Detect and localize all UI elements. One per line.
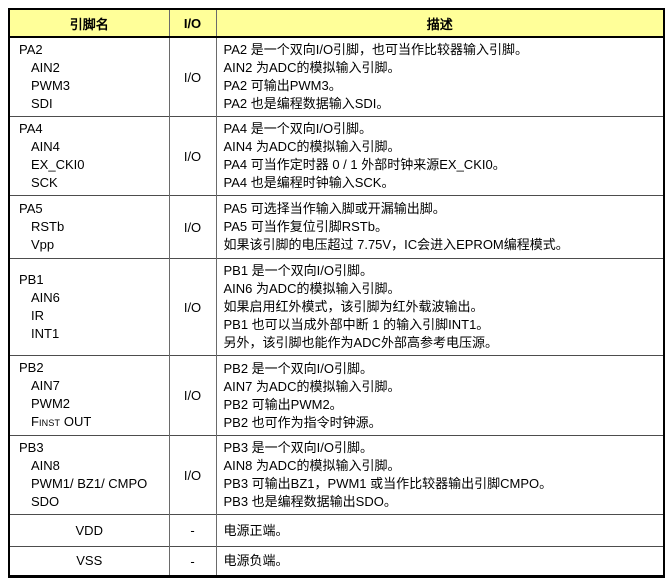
header-io: I/O xyxy=(168,9,216,38)
description-line: 电源正端。 xyxy=(223,522,289,538)
table-body: PA2 AIN2 PWM3 SDI I/O PA2 是一个双向I/O引脚，也可当作比较器输… xyxy=(9,36,664,577)
description-line: PA2 可输出PWM3。 xyxy=(223,78,342,93)
io-cell: I/O xyxy=(168,195,216,259)
pin-name: PA2 xyxy=(19,42,43,57)
table-row: PB3 AIN8 PWM1/ BZ1/ CMPO SDO I/O PB3 是一个双向I/O… xyxy=(9,435,664,515)
pin-name-cell: PA2 AIN2 PWM3 SDI xyxy=(9,36,169,117)
table-row: VSS - 电源负端。 xyxy=(9,546,664,577)
pin-name-cell: VDD xyxy=(9,514,169,547)
table-row: VDD - 电源正端。 xyxy=(9,514,664,547)
description-line: PA5 可当作复位引脚RSTb。 xyxy=(223,219,388,234)
description-cell: PA2 是一个双向I/O引脚，也可当作比较器输入引脚。 AIN2 为ADC的模拟输… xyxy=(215,36,664,117)
description-line: AIN2 为ADC的模拟输入引脚。 xyxy=(223,60,401,75)
description-cell: PA5 可选择当作输入脚或开漏输出脚。 PA5 可当作复位引脚RSTb。如果该引脚… xyxy=(215,195,664,259)
pin-name: PWM3 xyxy=(31,78,70,93)
header-pin-name: 引脚名 xyxy=(9,9,169,38)
description-line: AIN4 为ADC的模拟输入引脚。 xyxy=(223,139,401,154)
description-line: PA2 也是编程数据输入SDI。 xyxy=(223,96,390,111)
io-cell: I/O xyxy=(168,116,216,196)
description-cell: 电源负端。 xyxy=(215,546,664,577)
pin-name: AIN7 xyxy=(31,378,60,393)
pin-name: IR xyxy=(31,308,44,323)
pin-name: VDD xyxy=(75,522,103,538)
description-line: PA5 可选择当作输入脚或开漏输出脚。 xyxy=(223,201,446,216)
description-line: PA4 是一个双向I/O引脚。 xyxy=(223,121,373,136)
pin-name: SDI xyxy=(31,96,53,111)
pin-name: AIN2 xyxy=(31,60,60,75)
io-cell: - xyxy=(168,514,216,547)
pin-name: SDO xyxy=(31,494,60,509)
description-line: PB3 也是编程数据输出SDO。 xyxy=(223,494,397,509)
description-line: 另外，该引脚也能作为ADC外部高参考电压源。 xyxy=(223,335,498,350)
description-cell: PB3 是一个双向I/O引脚。 AIN8 为ADC的模拟输入引脚。 PB3 可输出B… xyxy=(215,435,664,515)
table-row: PA5 RSTb Vpp I/O PA5 可选择当作输入脚或开漏输出脚。 PA5 可当作复… xyxy=(9,195,664,259)
io-cell: - xyxy=(168,546,216,577)
description-cell: PB1 是一个双向I/O引脚。 AIN6 为ADC的模拟输入引脚。如果启用红外模式… xyxy=(215,258,664,356)
pin-name-cell: VSS xyxy=(9,546,169,577)
table-row: PA2 AIN2 PWM3 SDI I/O PA2 是一个双向I/O引脚，也可当作比较器输… xyxy=(9,36,664,117)
description-line: 电源负端。 xyxy=(223,553,289,568)
description-cell: PB2 是一个双向I/O引脚。 AIN7 为ADC的模拟输入引脚。 PB2 可输出P… xyxy=(215,355,664,436)
description-line: PA2 是一个双向I/O引脚，也可当作比较器输入引脚。 xyxy=(223,42,529,57)
table-header-row: 引脚名 I/O 描述 xyxy=(9,9,664,38)
description-line: PA4 可当作定时器 0 / 1 外部时钟来源EX_CKI0。 xyxy=(223,157,506,172)
description-line: PB2 可输出PWM2。 xyxy=(223,396,343,412)
pin-name: SCK xyxy=(31,175,58,190)
pin-name: PB3 xyxy=(19,440,44,455)
description-line: 如果启用红外模式，该引脚为红外载波输出。 xyxy=(223,299,484,314)
description-line: AIN6 为ADC的模拟输入引脚。 xyxy=(223,281,401,296)
description-line: PB3 是一个双向I/O引脚。 xyxy=(223,440,374,455)
pin-name: PWM2 xyxy=(31,396,70,411)
pin-name: PA4 xyxy=(19,121,43,136)
header-description: 描述 xyxy=(215,9,664,38)
pin-name: AIN8 xyxy=(31,458,60,473)
pin-name-cell: PA5 RSTb Vpp xyxy=(9,195,169,259)
table-row: PB2 AIN7 PWM2 FINST OUT I/O PB2 是一个双向I/O引脚。 AI… xyxy=(9,355,664,436)
pin-name: PB1 xyxy=(19,272,44,287)
pin-name: AIN4 xyxy=(31,139,60,154)
pin-name: PA5 xyxy=(19,201,43,216)
pin-name: FINST OUT xyxy=(31,414,92,429)
description-cell: PA4 是一个双向I/O引脚。 AIN4 为ADC的模拟输入引脚。 PA4 可当作定… xyxy=(215,116,664,196)
io-cell: I/O xyxy=(168,355,216,436)
pin-name-cell: PB2 AIN7 PWM2 FINST OUT xyxy=(9,355,169,436)
pin-name: INT1 xyxy=(31,326,60,341)
table-row: PA4 AIN4 EX_CKI0 SCK I/O PA4 是一个双向I/O引脚。 AIN4 … xyxy=(9,116,664,196)
pin-name-cell: PB3 AIN8 PWM1/ BZ1/ CMPO SDO xyxy=(9,435,169,515)
pin-name-cell: PA4 AIN4 EX_CKI0 SCK xyxy=(9,116,169,196)
description-cell: 电源正端。 xyxy=(215,514,664,547)
io-cell: I/O xyxy=(168,258,216,356)
description-line: PB2 是一个双向I/O引脚。 xyxy=(223,360,374,376)
description-line: PB1 也可以当成外部中断 1 的输入引脚INT1。 xyxy=(223,317,490,332)
pin-name-cell: PB1 AIN6 IR INT1 xyxy=(9,258,169,356)
pin-name: RSTb xyxy=(31,219,65,234)
description-line: PB1 是一个双向I/O引脚。 xyxy=(223,263,374,278)
pin-name: PB2 xyxy=(19,360,44,375)
pin-name: Vpp xyxy=(31,237,55,252)
pin-name: VSS xyxy=(76,553,103,568)
description-line: PB2 也可作为指令时钟源。 xyxy=(223,414,382,430)
description-line: PA4 也是编程时钟输入SCK。 xyxy=(223,175,395,190)
io-cell: I/O xyxy=(168,36,216,117)
pin-name: EX_CKI0 xyxy=(31,157,85,172)
description-line: 如果该引脚的电压超过 7.75V，IC会进入EPROM编程模式。 xyxy=(223,237,569,252)
pin-name: PWM1/ BZ1/ CMPO xyxy=(31,476,148,491)
table-row: PB1 AIN6 IR INT1 I/O PB1 是一个双向I/O引脚。 AIN6 为ADC… xyxy=(9,258,664,356)
description-line: AIN8 为ADC的模拟输入引脚。 xyxy=(223,458,401,473)
description-line: PB3 可输出BZ1，PWM1 或当作比较器输出引脚CMPO。 xyxy=(223,476,553,491)
pin-name: AIN6 xyxy=(31,290,60,305)
description-line: AIN7 为ADC的模拟输入引脚。 xyxy=(223,378,401,394)
pin-description-table: 引脚名 I/O 描述 PA2 AIN2 PWM3 SDI I/O PA2 是一个双向I/O… xyxy=(8,8,665,578)
io-cell: I/O xyxy=(168,435,216,515)
